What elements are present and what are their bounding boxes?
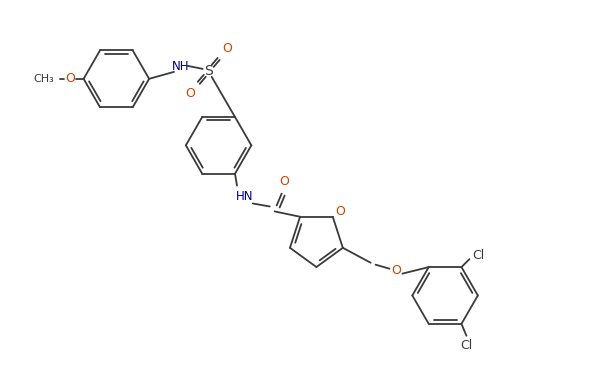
Text: NH: NH	[172, 61, 190, 74]
Text: CH₃: CH₃	[33, 74, 54, 84]
Text: HN: HN	[236, 190, 254, 203]
Text: O: O	[222, 41, 233, 54]
Text: Cl: Cl	[472, 249, 484, 262]
Text: O: O	[391, 264, 401, 277]
Text: O: O	[185, 87, 195, 100]
Text: O: O	[280, 175, 290, 188]
Text: O: O	[335, 205, 345, 218]
Text: Cl: Cl	[461, 339, 473, 352]
Text: S: S	[204, 64, 213, 78]
Text: O: O	[65, 72, 75, 85]
